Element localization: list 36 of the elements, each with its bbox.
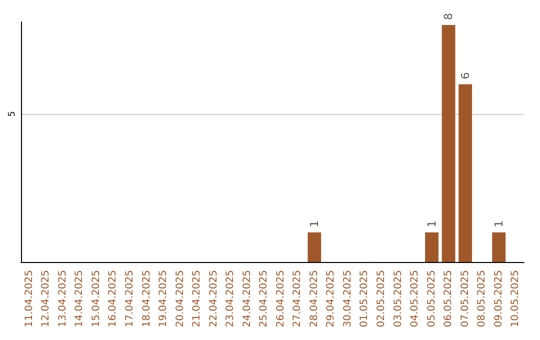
- data-label: 6: [458, 72, 472, 80]
- x-tick-label: 15.04.2025: [90, 270, 102, 328]
- x-tick-label: 10.05.2025: [510, 270, 522, 328]
- x-tick-label: 23.04.2025: [225, 270, 236, 328]
- data-label: 1: [308, 220, 321, 228]
- x-tick-label: 12.04.2025: [40, 270, 52, 328]
- x-tick-label: 20.04.2025: [174, 270, 186, 328]
- x-tick-label: 06.05.2025: [443, 270, 454, 328]
- x-tick-label: 13.04.2025: [57, 270, 68, 328]
- x-tick-label: 17.04.2025: [124, 270, 136, 328]
- x-tick-label: 28.04.2025: [308, 270, 320, 328]
- x-tick-label: 29.04.2025: [326, 270, 337, 328]
- x-tick-label: 26.04.2025: [275, 270, 286, 328]
- x-tick-label: 21.04.2025: [192, 270, 203, 328]
- x-tick-label: 04.05.2025: [410, 270, 421, 328]
- x-tick-label: 09.05.2025: [493, 270, 504, 328]
- x-tick-label: 05.05.2025: [426, 270, 438, 328]
- x-tick-label: 16.04.2025: [108, 270, 119, 328]
- y-tick-label: 5: [8, 110, 18, 117]
- x-tick-label: 01.05.2025: [359, 270, 370, 328]
- x-tick-label: 11.04.2025: [24, 270, 35, 328]
- x-tick-label: 22.04.2025: [208, 270, 220, 328]
- x-tick-label: 14.04.2025: [74, 270, 86, 328]
- x-tick-label: 27.04.2025: [292, 270, 304, 328]
- x-tick-label: 25.04.2025: [258, 270, 270, 328]
- data-label: 8: [442, 12, 456, 20]
- x-tick-label: 02.05.2025: [376, 270, 387, 328]
- x-tick-label: 18.04.2025: [141, 270, 152, 328]
- x-tick-label: 19.04.2025: [158, 270, 170, 328]
- data-label: 1: [492, 220, 506, 228]
- x-tick-label: 30.04.2025: [342, 270, 354, 328]
- x-tick-label: 08.05.2025: [476, 270, 488, 328]
- x-tick-label: 07.05.2025: [460, 270, 471, 328]
- x-tick-label: 24.04.2025: [242, 270, 253, 328]
- x-tick-label: 03.05.2025: [392, 270, 404, 328]
- data-label: 1: [425, 220, 438, 228]
